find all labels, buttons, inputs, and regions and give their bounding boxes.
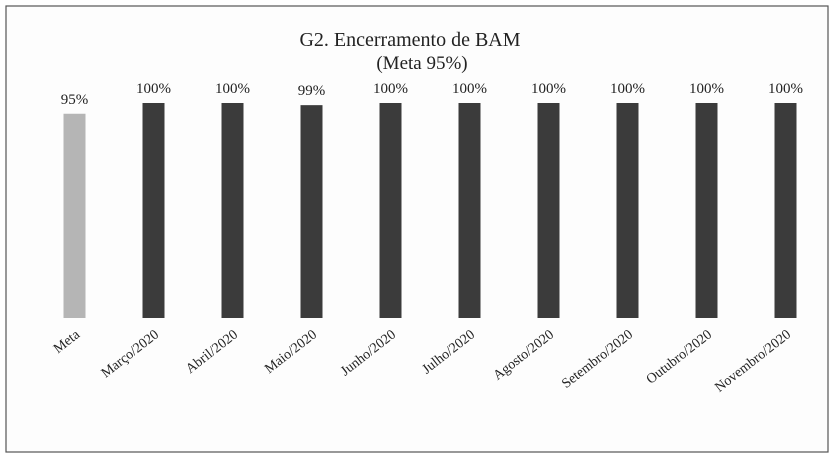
data-label: 100%	[373, 81, 408, 97]
chart-subtitle: (Meta 95%)	[376, 53, 467, 74]
chart-title: G2. Encerramento de BAM	[299, 29, 520, 51]
data-label: 99%	[298, 83, 326, 99]
data-label: 100%	[610, 81, 645, 97]
bar	[774, 103, 797, 318]
bar	[537, 103, 560, 318]
bar	[458, 103, 481, 318]
data-label: 95%	[61, 92, 89, 108]
data-label: 100%	[689, 81, 724, 97]
bar	[63, 113, 86, 318]
bar	[695, 103, 718, 318]
bar	[379, 103, 402, 318]
data-label: 100%	[768, 81, 803, 97]
bar	[221, 103, 244, 318]
data-label: 100%	[215, 81, 250, 97]
data-label: 100%	[452, 81, 487, 97]
bar	[616, 103, 639, 318]
data-label: 100%	[531, 81, 566, 97]
data-label: 100%	[136, 81, 171, 97]
bar	[142, 103, 165, 318]
bar	[300, 105, 323, 319]
